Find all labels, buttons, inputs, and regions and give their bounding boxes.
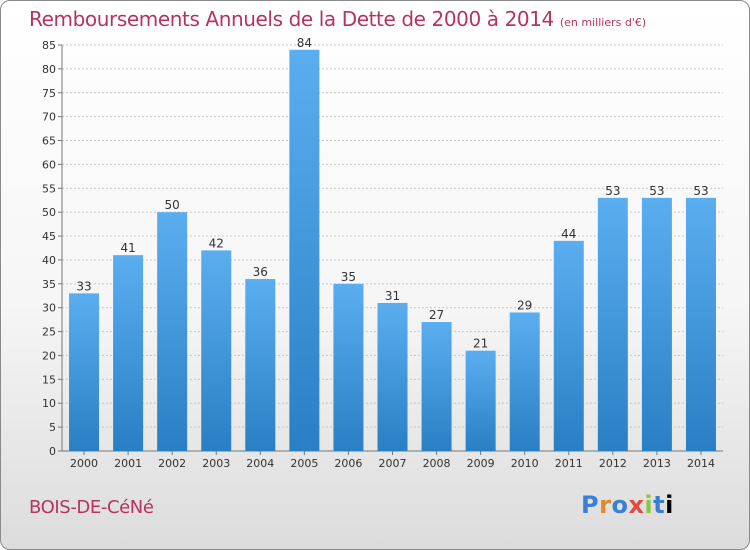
logo-letter: t [653, 491, 666, 519]
title-text: Remboursements Annuels de la Dette de 20… [29, 7, 554, 31]
bar-2001 [113, 255, 144, 451]
data-label: 53 [605, 184, 620, 198]
y-tick-label: 70 [42, 111, 56, 124]
proxiti-logo: Proxiti [581, 491, 674, 519]
x-tick-label: 2006 [334, 457, 362, 470]
y-tick-label: 5 [49, 421, 56, 434]
data-label: 21 [473, 337, 488, 351]
y-tick-label: 15 [42, 373, 56, 386]
data-label: 53 [649, 184, 664, 198]
x-tick-label: 2014 [687, 457, 715, 470]
logo-letter: o [611, 491, 629, 519]
commune-name: BOIS-DE-CéNé [29, 497, 154, 518]
y-tick-label: 65 [42, 135, 56, 148]
data-label: 31 [385, 289, 400, 303]
y-tick-label: 85 [42, 39, 56, 52]
data-label: 42 [209, 236, 224, 250]
data-label: 27 [429, 308, 444, 322]
y-tick-label: 50 [42, 206, 56, 219]
bar-2004 [245, 279, 276, 451]
y-tick-label: 0 [49, 445, 56, 458]
y-tick-label: 60 [42, 158, 56, 171]
y-tick-label: 55 [42, 182, 56, 195]
y-tick-label: 25 [42, 326, 56, 339]
bar-2013 [641, 197, 672, 451]
data-label: 44 [561, 227, 576, 241]
data-label: 35 [341, 270, 356, 284]
data-label: 50 [165, 198, 180, 212]
data-label: 33 [76, 279, 91, 293]
chart-title: Remboursements Annuels de la Dette de 20… [29, 7, 646, 31]
x-tick-label: 2001 [114, 457, 142, 470]
bar-2002 [157, 212, 188, 451]
x-tick-label: 2004 [246, 457, 274, 470]
bar-2014 [685, 197, 716, 451]
logo-letter: i [665, 491, 674, 519]
y-tick-label: 45 [42, 230, 56, 243]
logo-letter: i [644, 491, 654, 519]
x-tick-label: 2007 [379, 457, 407, 470]
x-tick-label: 2008 [423, 457, 451, 470]
y-tick-label: 40 [42, 254, 56, 267]
bar-2006 [333, 283, 364, 451]
logo-letter: r [599, 491, 612, 519]
y-tick-label: 35 [42, 278, 56, 291]
labels: 0 5 10 15 20 25 30 35 40 45 50 55 60 65 70 75 80 85 33 2000… [42, 36, 715, 470]
bar-2007 [377, 302, 408, 451]
x-tick-label: 2012 [599, 457, 627, 470]
x-tick-label: 2013 [643, 457, 671, 470]
x-tick-label: 2003 [202, 457, 230, 470]
y-tick-label: 20 [42, 349, 56, 362]
x-tick-label: 2010 [511, 457, 539, 470]
bar-2003 [201, 250, 232, 451]
bar-2012 [597, 197, 628, 451]
data-label: 84 [297, 36, 312, 50]
data-label: 29 [517, 298, 532, 312]
x-tick-label: 2011 [555, 457, 583, 470]
x-tick-label: 2000 [70, 457, 98, 470]
logo-letter: P [581, 491, 600, 519]
bar-2008 [421, 322, 452, 451]
bar-2005 [289, 49, 320, 452]
y-tick-label: 30 [42, 302, 56, 315]
data-label: 53 [693, 184, 708, 198]
bar-2009 [465, 350, 496, 451]
y-tick-label: 10 [42, 397, 56, 410]
bars [69, 49, 716, 452]
data-label: 36 [253, 265, 268, 279]
bar-2010 [509, 312, 540, 451]
bar-2011 [553, 240, 584, 451]
y-tick-label: 80 [42, 63, 56, 76]
y-tick-label: 75 [42, 87, 56, 100]
unit-label: (en milliers d'€) [559, 16, 647, 29]
x-tick-label: 2009 [467, 457, 495, 470]
logo-letter: x [628, 491, 645, 519]
bar-2000 [69, 293, 100, 451]
x-tick-label: 2002 [158, 457, 186, 470]
data-label: 41 [120, 241, 135, 255]
x-tick-label: 2005 [290, 457, 318, 470]
